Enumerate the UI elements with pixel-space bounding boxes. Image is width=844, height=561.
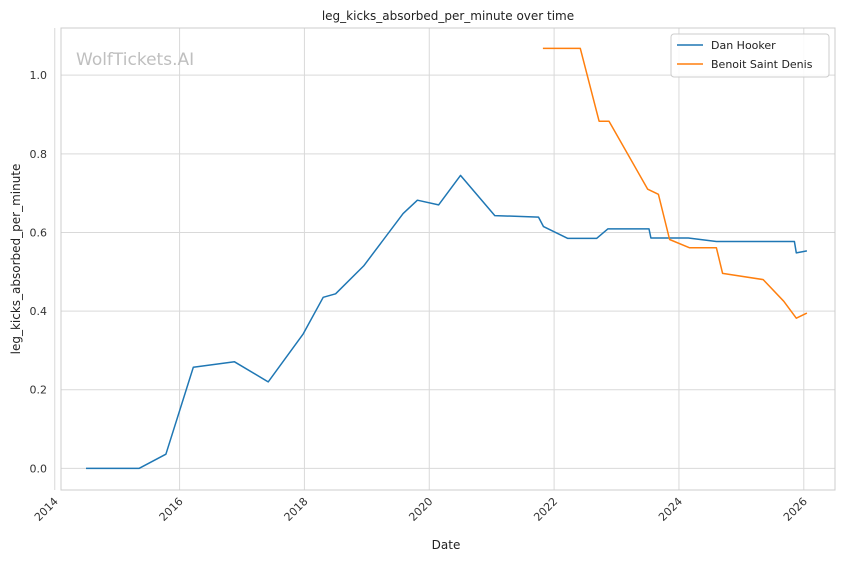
legend-label-dan-hooker: Dan Hooker xyxy=(711,39,776,52)
series-line-dan-hooker xyxy=(86,174,808,470)
x-tick-label-2020: 2020 xyxy=(406,495,435,524)
legend-box xyxy=(670,33,830,78)
watermark: WolfTickets.AI xyxy=(76,50,194,70)
y-tick-label-0.4: 0.4 xyxy=(30,305,48,318)
plot-frame xyxy=(60,27,836,491)
y-tick-label-1.0: 1.0 xyxy=(30,69,48,82)
x-tick-label-2026: 2026 xyxy=(781,495,810,524)
x-axis-label: Date xyxy=(432,538,461,552)
y-tick-label-0.6: 0.6 xyxy=(30,226,48,239)
x-tick-label-2022: 2022 xyxy=(531,495,560,524)
x-tick-label-2018: 2018 xyxy=(282,495,311,524)
y-tick-label-0.2: 0.2 xyxy=(30,384,48,397)
x-tick-label-2014: 2014 xyxy=(32,495,61,524)
series-line-benoit-saint-denis xyxy=(542,47,808,319)
x-tick-labels: 2014 2016 2018 2020 2022 2024 2026 xyxy=(32,495,810,524)
y-axis-label: leg_kicks_absorbed_per_minute xyxy=(9,164,23,355)
legend-label-benoit-saint-denis: Benoit Saint Denis xyxy=(711,58,813,71)
y-tick-label-0.8: 0.8 xyxy=(30,148,48,161)
legend: Dan Hooker Benoit Saint Denis xyxy=(670,33,830,78)
grid xyxy=(54,28,835,490)
chart-title: leg_kicks_absorbed_per_minute over time xyxy=(322,9,574,23)
x-tick-label-2016: 2016 xyxy=(157,495,186,524)
plot-background xyxy=(61,28,835,490)
series-lines xyxy=(86,47,808,470)
y-tick-label-0.0: 0.0 xyxy=(30,462,48,475)
x-tick-label-2024: 2024 xyxy=(656,495,685,524)
y-tick-labels: 0.0 0.2 0.4 0.6 0.8 1.0 xyxy=(30,69,48,475)
